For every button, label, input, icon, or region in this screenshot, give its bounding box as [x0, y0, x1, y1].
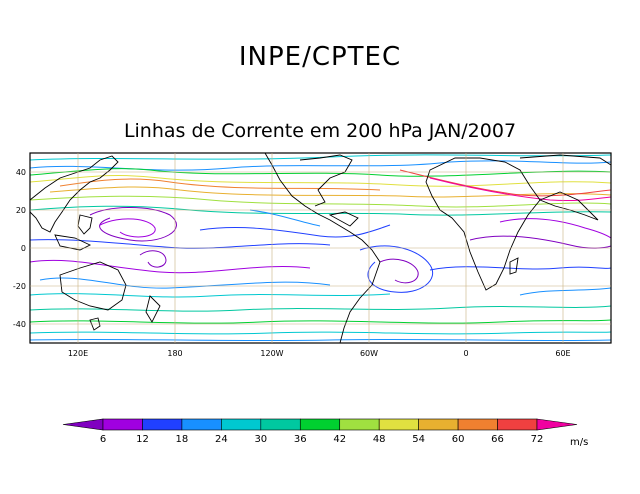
colorbar-arrow-high — [536, 418, 578, 431]
colorbar-label: 48 — [373, 434, 386, 445]
colorbar-label: 54 — [412, 434, 425, 445]
colorbar-label: 24 — [215, 434, 228, 445]
lat-tick: -40 — [13, 320, 26, 329]
lon-tick: 60W — [360, 349, 378, 358]
colorbar-label: 36 — [294, 434, 307, 445]
colorbar-units: m/s — [570, 437, 588, 448]
lon-tick: 120E — [68, 349, 88, 358]
lat-tick: -20 — [13, 282, 26, 291]
colorbar-label: 42 — [333, 434, 346, 445]
lon-tick: 180 — [167, 349, 182, 358]
lat-tick-labels: 40 20 0 -20 -40 — [13, 168, 26, 329]
colorbar-label: 6 — [100, 434, 106, 445]
colorbar-label: 72 — [531, 434, 544, 445]
colorbar-swatch — [378, 418, 419, 431]
colorbar-swatch — [457, 418, 498, 431]
colorbar-swatch — [181, 418, 222, 431]
colorbar-label: 12 — [136, 434, 149, 445]
lat-tick: 40 — [16, 168, 26, 177]
colorbar-swatch — [260, 418, 301, 431]
lon-tick: 60E — [555, 349, 570, 358]
colorbar-label: 30 — [254, 434, 267, 445]
lat-tick: 0 — [21, 244, 26, 253]
map-title: Linhas de Corrente em 200 hPa JAN/2007 — [123, 120, 517, 142]
streamlines — [30, 154, 611, 342]
header-title: INPE/CPTEC — [238, 42, 402, 72]
lon-tick: 0 — [463, 349, 468, 358]
colorbar-swatch — [102, 418, 143, 431]
colorbar-swatch — [142, 418, 183, 431]
colorbar-swatch — [299, 418, 341, 431]
colorbar-swatch — [418, 418, 459, 431]
lon-tick: 120W — [260, 349, 283, 358]
colorbar-swatch — [339, 418, 380, 431]
lon-tick-labels: 120E 180 120W 60W 0 60E — [68, 349, 571, 358]
colorbar-swatch — [221, 418, 262, 431]
gridlines — [30, 153, 611, 343]
coastlines — [30, 153, 611, 343]
colorbar-label: 18 — [176, 434, 189, 445]
colorbar-label: 66 — [491, 434, 504, 445]
colorbar-label: 60 — [452, 434, 465, 445]
map-frame — [29, 152, 612, 344]
colorbar-arrow-low — [62, 418, 104, 431]
colorbar: 6 12 18 24 30 36 42 48 54 60 66 72 — [62, 418, 578, 445]
lat-tick: 20 — [16, 206, 26, 215]
colorbar-swatch — [497, 418, 538, 431]
